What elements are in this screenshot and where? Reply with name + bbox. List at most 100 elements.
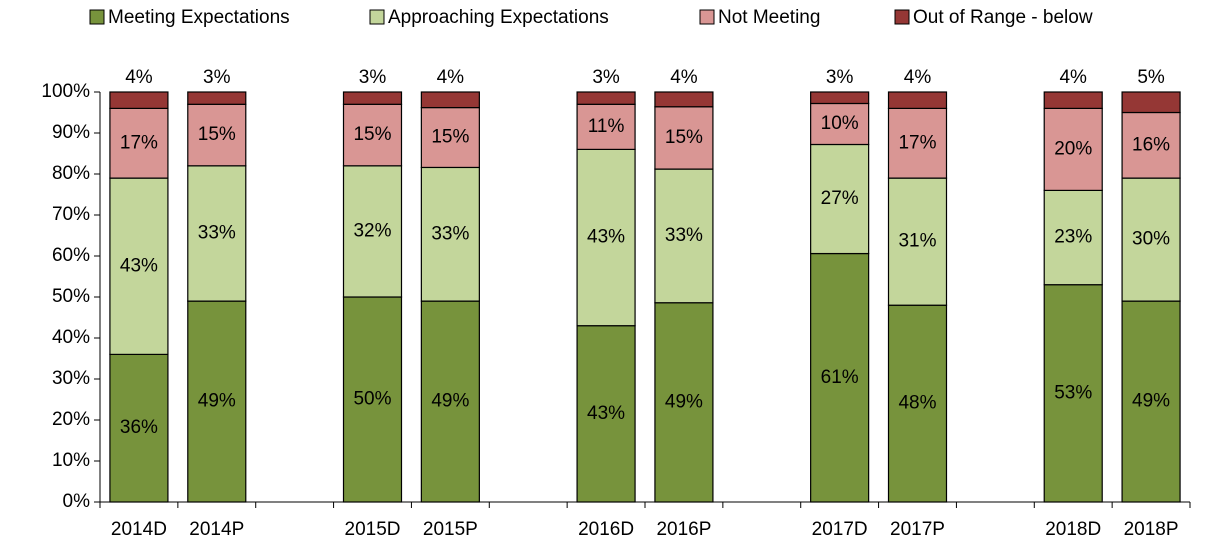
bar-segment (810, 102, 870, 146)
legend-swatch (369, 9, 385, 25)
x-tick-label: 2018P (1124, 519, 1179, 540)
bar-segment (810, 143, 870, 255)
bar-segment (1043, 91, 1103, 109)
legend-label: Out of Range - below (913, 7, 1093, 28)
bar-segment (420, 166, 480, 302)
data-label: 23% (1054, 227, 1092, 248)
bar-segment (1043, 107, 1103, 192)
data-label: 48% (898, 393, 936, 414)
data-label: 32% (353, 220, 391, 241)
data-label: 3% (203, 67, 231, 88)
y-tick-label: 100% (41, 81, 90, 102)
legend-label: Not Meeting (718, 7, 820, 28)
data-label: 49% (431, 391, 469, 412)
bar-segment (654, 91, 714, 108)
y-tick-label: 40% (52, 327, 90, 348)
y-tick-label: 30% (52, 368, 90, 389)
data-label: 4% (437, 67, 465, 88)
bar-segment (810, 252, 870, 503)
data-label: 43% (587, 227, 625, 248)
legend-label: Meeting Expectations (108, 7, 290, 28)
data-label: 3% (826, 67, 854, 88)
bar-segment (342, 103, 403, 167)
bar-segment (576, 103, 636, 151)
bar-segment (109, 107, 169, 179)
bar-segment (576, 91, 636, 105)
bar-segment (576, 148, 636, 327)
bar-segment (887, 91, 948, 109)
bar-segment (1121, 177, 1181, 302)
bar-segment (109, 353, 169, 503)
bar-segment (420, 91, 480, 109)
data-label: 43% (120, 255, 158, 276)
x-tick-label: 2016P (656, 519, 711, 540)
data-label: 27% (821, 188, 859, 209)
bar-segment (1121, 91, 1181, 114)
x-tick-label: 2015P (423, 519, 478, 540)
data-label: 15% (353, 124, 391, 145)
data-label: 30% (1132, 229, 1170, 250)
bar-segment (187, 165, 247, 302)
data-label: 50% (353, 389, 391, 410)
y-tick-label: 50% (52, 286, 90, 307)
data-label: 3% (359, 67, 387, 88)
data-label: 33% (431, 223, 469, 244)
data-label: 10% (821, 113, 859, 134)
data-label: 15% (665, 127, 703, 148)
x-tick-label: 2018D (1045, 519, 1101, 540)
data-label: 49% (198, 391, 236, 412)
bar-segment (810, 91, 870, 105)
bar-segment (1121, 300, 1181, 503)
data-label: 16% (1132, 134, 1170, 155)
y-tick-label: 0% (63, 491, 91, 512)
bar-segment (654, 302, 714, 503)
data-label: 43% (587, 403, 625, 424)
data-label: 33% (198, 222, 236, 243)
bar-segment (342, 296, 403, 503)
legend-swatch (699, 9, 715, 25)
bar-segment (887, 177, 948, 306)
y-tick-label: 20% (52, 409, 90, 430)
data-label: 4% (904, 67, 932, 88)
bar-segment (342, 91, 403, 105)
data-label: 53% (1054, 382, 1092, 403)
data-label: 4% (125, 67, 153, 88)
data-label: 5% (1137, 67, 1165, 88)
data-label: 20% (1054, 138, 1092, 159)
data-label: 4% (1059, 67, 1087, 88)
bar-segment (187, 103, 247, 167)
data-label: 17% (120, 132, 158, 153)
data-label: 36% (120, 417, 158, 438)
x-tick-label: 2014D (111, 519, 167, 540)
legend-label: Approaching Expectations (388, 7, 609, 28)
data-label: 15% (198, 124, 236, 145)
x-tick-label: 2016D (578, 519, 634, 540)
bar-segment (654, 168, 714, 304)
bar-segment (654, 106, 714, 170)
data-label: 11% (588, 116, 625, 137)
legend-swatch (894, 9, 910, 25)
x-tick-label: 2017P (890, 519, 945, 540)
bar-segment (187, 91, 247, 105)
legend-swatch (89, 9, 105, 25)
bar-segment (420, 300, 480, 503)
data-label: 17% (898, 132, 936, 153)
bar-segment (887, 304, 948, 503)
data-label: 15% (431, 127, 469, 148)
x-tick-label: 2017D (812, 519, 868, 540)
data-label: 4% (670, 67, 698, 88)
bar-segment (109, 91, 169, 109)
bar-segment (1043, 189, 1103, 286)
y-tick-label: 90% (52, 122, 90, 143)
x-tick-label: 2015D (345, 519, 401, 540)
y-tick-label: 80% (52, 163, 90, 184)
data-label: 49% (665, 391, 703, 412)
bar-segment (420, 106, 480, 169)
bar-segment (109, 177, 169, 356)
bar-segment (576, 325, 636, 503)
y-tick-label: 60% (52, 245, 90, 266)
y-tick-label: 10% (52, 450, 90, 471)
bar-segment (1043, 284, 1103, 503)
data-label: 31% (898, 231, 936, 252)
